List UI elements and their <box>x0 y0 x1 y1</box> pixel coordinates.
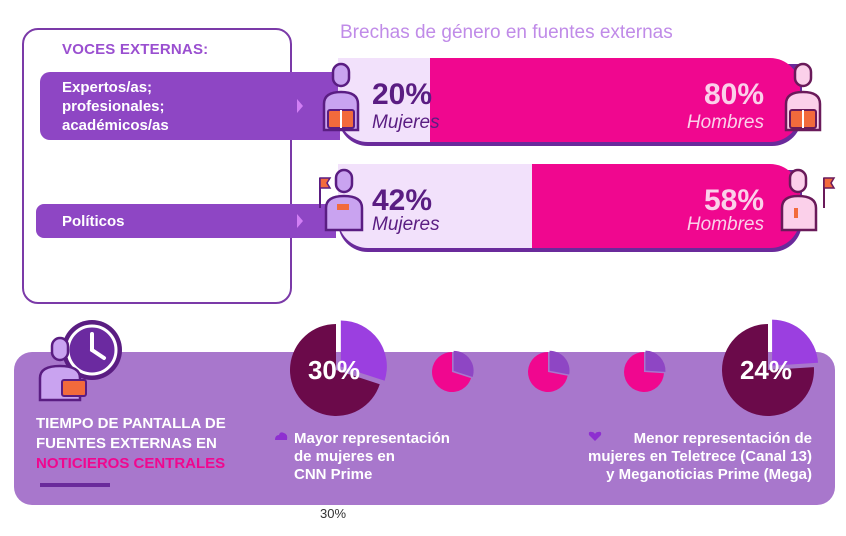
caption-line: de mujeres en <box>294 448 395 465</box>
title-underline <box>40 483 110 487</box>
category-expertos-label: Expertos/as; profesionales; académicos/a… <box>62 78 169 134</box>
series-label-women: Mujeres <box>372 214 440 235</box>
caption-line: y Meganoticias Prime (Mega) <box>606 466 812 483</box>
person-flag-icon <box>319 168 364 232</box>
data-label-men: 80% <box>703 78 764 111</box>
pie-2 <box>431 350 474 393</box>
pie-slice-rest <box>431 352 472 393</box>
chart-title: Brechas de género en fuentes externas <box>340 22 673 43</box>
caption-line: Mayor representación <box>294 430 450 447</box>
bar-segment-men <box>430 58 800 142</box>
heart-bullet-icon <box>588 431 602 441</box>
data-label-women: 20% <box>372 78 433 111</box>
series-label-men: Hombres <box>686 112 764 133</box>
pie-data-label: 24% <box>740 355 792 385</box>
caption-line: CNN Prime <box>294 466 373 483</box>
pie-slice-women <box>772 319 819 366</box>
series-label-women: Mujeres <box>372 112 440 133</box>
data-label-women: 42% <box>372 184 433 217</box>
bar-segment-men <box>532 164 800 248</box>
bar-politicos <box>338 164 800 248</box>
pie-slice-rest <box>290 324 380 416</box>
caption-mayor: Mayor representación de mujeres en CNN P… <box>294 430 450 484</box>
chevron-right-icon <box>297 99 303 113</box>
category-expertos-band: Expertos/as; profesionales; académicos/a… <box>40 72 340 140</box>
pie-3 <box>528 350 570 392</box>
pie-4 <box>623 350 666 392</box>
tiempo-title-line3: NOTICIEROS CENTRALES <box>36 455 226 472</box>
series-label-men: Hombres <box>686 214 764 235</box>
caption-menor: Menor representación de mujeres en Telet… <box>588 430 812 484</box>
data-label-men: 58% <box>703 184 764 217</box>
tiempo-title-line2: FUENTES EXTERNAS EN <box>36 435 217 452</box>
caption-line: mujeres en Teletrece (Canal 13) <box>588 448 812 465</box>
pie-slice-women <box>549 350 570 375</box>
bar-segment-women <box>338 164 533 248</box>
person-laptop-icon <box>38 336 87 402</box>
chevron-right-icon <box>297 214 303 228</box>
caption-line: Menor representación de <box>633 430 812 447</box>
voces-externas-box <box>22 28 292 304</box>
footnote: 30% <box>320 506 347 521</box>
clock-icon <box>62 320 122 380</box>
pie-data-label: 30% <box>308 355 360 385</box>
pie-1: 30% <box>290 320 387 416</box>
tiempo-title-line1: TIEMPO DE PANTALLA DE <box>36 415 226 432</box>
category-politicos-band: Políticos <box>36 204 336 238</box>
pie-slice-women <box>453 350 474 378</box>
pie-slice-rest <box>623 352 664 392</box>
category-politicos-label: Políticos <box>62 212 125 230</box>
bar-row-politicos: 42% Mujeres 58% Hombres <box>338 164 802 252</box>
pie-slice-rest <box>528 352 568 392</box>
person-book-icon <box>784 62 822 132</box>
person-flag-icon <box>780 168 836 232</box>
tiempo-panel <box>14 352 835 505</box>
pie-slice-women <box>645 350 666 372</box>
cloud-bullet-icon <box>275 432 288 440</box>
pie-slice-rest <box>722 324 814 416</box>
tiempo-title: TIEMPO DE PANTALLA DE FUENTES EXTERNAS E… <box>36 414 226 474</box>
pie-5: 24% <box>722 319 819 416</box>
voces-externas-title: VOCES EXTERNAS: <box>62 41 209 58</box>
pie-slice-women <box>340 320 387 381</box>
person-book-icon <box>322 62 360 132</box>
